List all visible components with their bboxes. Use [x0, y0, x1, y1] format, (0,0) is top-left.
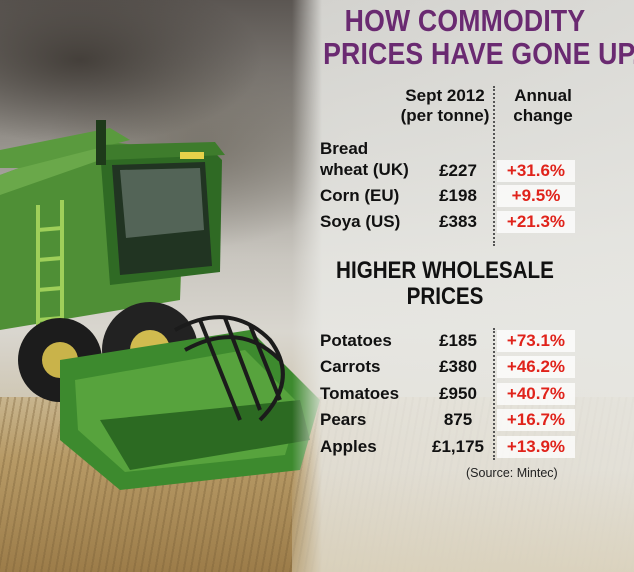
- commodity-name: Corn (EU): [320, 186, 400, 205]
- wholesale-change: +16.7%: [497, 409, 575, 431]
- commodity-change: +31.6%: [497, 160, 575, 182]
- wholesale-change: +13.9%: [497, 436, 575, 458]
- commodity-change: +9.5%: [497, 185, 575, 207]
- wholesale-price: £950: [439, 384, 477, 403]
- wholesale-price: £380: [439, 357, 477, 376]
- commodity-price: £198: [439, 186, 477, 205]
- wholesale-name: Apples: [320, 437, 377, 456]
- commodity-name: wheat (UK): [320, 160, 409, 179]
- commodity-change: +21.3%: [497, 211, 575, 233]
- combine-harvester-image: [0, 120, 320, 490]
- column-divider: [493, 86, 495, 246]
- wholesale-change: +40.7%: [497, 383, 575, 405]
- wholesale-price: 875: [443, 410, 473, 429]
- wholesale-name: Pears: [320, 410, 367, 429]
- wholesale-price: £185: [439, 331, 477, 350]
- price-column-header: Sept 2012 (per tonne): [400, 86, 490, 125]
- wholesale-change: +46.2%: [497, 356, 575, 378]
- wholesale-name: Tomatoes: [320, 384, 400, 403]
- source-note: (Source: Mintec): [466, 466, 558, 480]
- wholesale-name: Carrots: [320, 357, 381, 376]
- change-column-header: Annual change: [513, 86, 573, 125]
- page-title: HOW COMMODITY PRICES HAVE GONE UP...: [323, 3, 634, 71]
- commodity-name: Soya (US): [320, 212, 401, 231]
- column-divider: [493, 328, 495, 460]
- wholesale-heading: HIGHER WHOLESALE PRICES: [336, 257, 554, 310]
- wholesale-price: £1,175: [432, 437, 484, 456]
- wholesale-change: +73.1%: [497, 330, 575, 352]
- wholesale-name: Potatoes: [320, 331, 392, 350]
- commodity-price: £227: [439, 161, 477, 180]
- commodity-name: Bread: [320, 139, 369, 158]
- commodity-price: £383: [439, 212, 477, 231]
